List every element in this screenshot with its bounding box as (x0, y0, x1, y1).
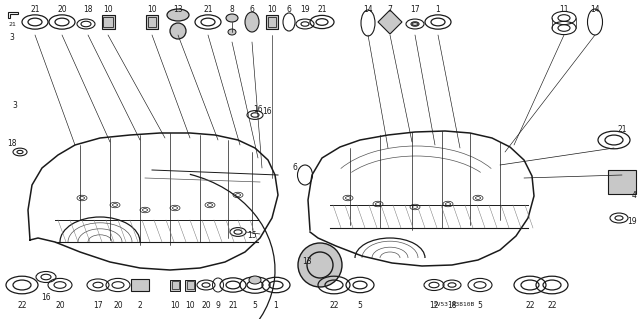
Text: 21: 21 (317, 5, 327, 14)
Ellipse shape (228, 29, 236, 35)
Text: 10: 10 (170, 300, 180, 309)
Text: 16: 16 (262, 108, 272, 116)
Text: 20: 20 (113, 300, 123, 309)
Text: 5: 5 (358, 300, 362, 309)
FancyBboxPatch shape (146, 15, 158, 29)
FancyBboxPatch shape (185, 279, 195, 291)
Ellipse shape (226, 14, 238, 22)
Text: 1: 1 (436, 5, 440, 14)
Text: 13: 13 (173, 5, 183, 14)
Text: 17: 17 (410, 5, 420, 14)
Text: 21: 21 (204, 5, 212, 14)
Text: 22: 22 (329, 300, 339, 309)
Text: 12: 12 (429, 300, 439, 309)
Ellipse shape (167, 9, 189, 21)
Text: 19: 19 (300, 5, 310, 14)
Ellipse shape (413, 23, 417, 26)
Text: 20: 20 (55, 300, 65, 309)
Text: 22: 22 (547, 300, 557, 309)
Text: 13: 13 (302, 257, 312, 266)
Text: 11: 11 (559, 5, 569, 14)
Text: 5: 5 (253, 300, 257, 309)
FancyBboxPatch shape (608, 170, 636, 194)
Text: 20: 20 (201, 300, 211, 309)
Text: 10: 10 (185, 300, 195, 309)
Text: 9: 9 (216, 300, 220, 309)
Ellipse shape (245, 12, 259, 32)
FancyBboxPatch shape (170, 279, 180, 291)
Text: 18: 18 (83, 5, 93, 14)
Text: 21: 21 (228, 300, 237, 309)
Text: 19: 19 (627, 218, 637, 226)
Text: 1: 1 (274, 300, 278, 309)
Text: 2: 2 (138, 300, 142, 309)
Text: 6: 6 (287, 5, 291, 14)
Text: 22: 22 (17, 300, 27, 309)
Text: SV53-83810B: SV53-83810B (434, 302, 476, 308)
Text: 7: 7 (388, 5, 392, 14)
Text: 10: 10 (103, 5, 113, 14)
Text: 14: 14 (590, 5, 600, 14)
Text: 21: 21 (8, 21, 16, 26)
Text: 20: 20 (57, 5, 67, 14)
Text: 6: 6 (250, 5, 255, 14)
Text: 10: 10 (267, 5, 277, 14)
Polygon shape (378, 10, 402, 34)
Text: 15: 15 (247, 232, 257, 241)
Text: 4: 4 (632, 190, 636, 199)
Text: 16: 16 (253, 106, 263, 115)
Ellipse shape (249, 276, 261, 284)
Text: 16: 16 (41, 293, 51, 301)
Text: 8: 8 (230, 5, 234, 14)
Text: 21: 21 (617, 125, 627, 135)
Text: 3: 3 (13, 100, 17, 109)
Text: 18: 18 (447, 300, 457, 309)
Text: 3: 3 (10, 33, 15, 42)
Text: 22: 22 (525, 300, 535, 309)
Text: 14: 14 (363, 5, 373, 14)
Text: 18: 18 (7, 138, 17, 147)
FancyBboxPatch shape (131, 279, 149, 291)
Text: 21: 21 (30, 5, 40, 14)
FancyBboxPatch shape (102, 15, 115, 29)
Ellipse shape (170, 23, 186, 39)
Text: 5: 5 (477, 300, 483, 309)
Ellipse shape (298, 243, 342, 287)
FancyBboxPatch shape (266, 15, 278, 29)
Text: 6: 6 (292, 162, 298, 172)
Text: 17: 17 (93, 300, 103, 309)
Text: 10: 10 (147, 5, 157, 14)
